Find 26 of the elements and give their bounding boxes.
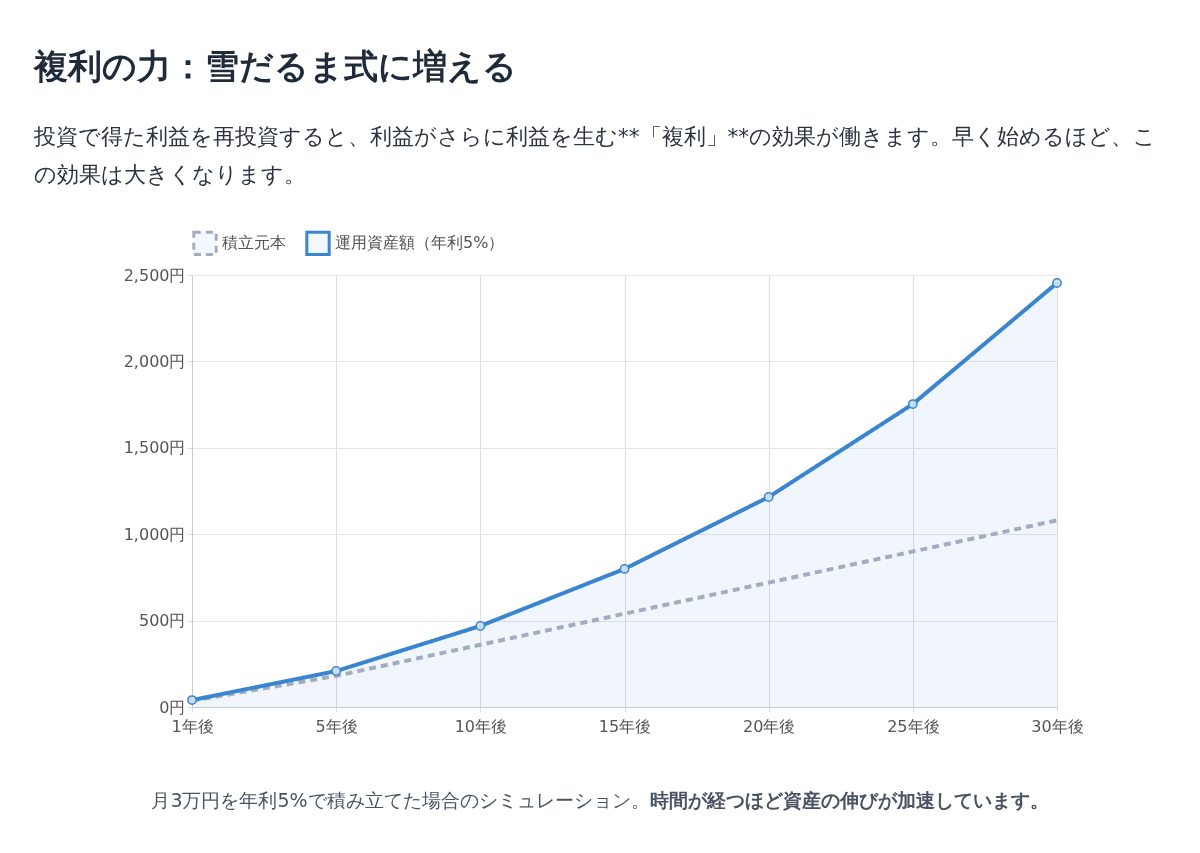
point — [907, 399, 918, 410]
text: 時間が経つほど資産の伸びが加速しています。 — [649, 789, 1049, 811]
point — [475, 621, 486, 631]
x-tick-label: 15年後 — [598, 716, 652, 736]
y-tick-label: 1,500円 — [123, 438, 186, 458]
point — [331, 666, 342, 676]
y-tick-label: 1,000円 — [123, 524, 186, 544]
x-tick-label: 20年後 — [742, 716, 796, 736]
x-tick-label: 1年後 — [171, 716, 214, 736]
chart-subtitle: 投資で得た利益を再投資すると、利益がさらに利益を生む**「複利」**の効果が働きます。早く始めるほど、この効果は大きくなります。 — [34, 123, 1157, 189]
y-tick-label: 0円 — [159, 697, 186, 717]
point — [1052, 278, 1062, 288]
text: 月3万円を年利5%で積み立てた場合のシミュレーション。 — [151, 789, 650, 811]
x-tick-label: 30年後 — [1031, 716, 1084, 736]
y-tick-label: 2,500円 — [123, 265, 186, 285]
legend-label: 積立元本 — [222, 233, 286, 253]
chart-title: 複利の力：雪だるま式に増える — [34, 45, 517, 88]
y-tick-label: 500円 — [138, 611, 186, 631]
legend-label: 運用資産額（年利5%） — [335, 233, 505, 253]
x-tick-label: 25年後 — [887, 716, 940, 736]
point — [619, 564, 630, 574]
x-tick-label: 10年後 — [454, 716, 508, 736]
point — [187, 695, 197, 706]
x-tick-label: 5年後 — [315, 716, 358, 736]
point — [763, 492, 774, 502]
y-tick-label: 2,000円 — [123, 351, 186, 371]
